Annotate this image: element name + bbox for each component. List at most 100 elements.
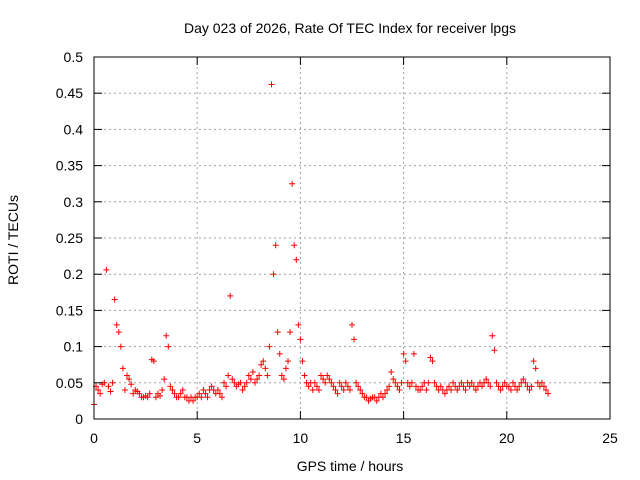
x-tick-label: 10 [293, 430, 309, 446]
data-point [231, 379, 238, 386]
data-point [126, 376, 133, 383]
data-point [264, 372, 271, 379]
y-tick-label: 0.15 [56, 302, 83, 318]
data-point [396, 387, 403, 394]
data-point [441, 390, 448, 397]
data-point [468, 379, 475, 386]
data-point [417, 387, 424, 394]
data-point [262, 365, 269, 372]
data-point [489, 332, 496, 339]
y-tick-label: 0 [75, 411, 83, 427]
data-point [526, 387, 533, 394]
data-point [318, 372, 325, 379]
data-point [394, 383, 401, 390]
data-point [301, 372, 308, 379]
data-point [431, 379, 438, 386]
x-axis-label: GPS time / hours [297, 458, 404, 474]
data-point [437, 383, 444, 390]
data-point [338, 383, 345, 390]
data-point [528, 383, 535, 390]
data-point [460, 383, 467, 390]
data-point [107, 388, 114, 395]
data-point [349, 321, 355, 328]
y-tick-label: 0.25 [56, 230, 83, 246]
data-point [305, 383, 312, 390]
data-point [538, 379, 545, 386]
data-point [245, 372, 252, 379]
x-tick-label: 15 [396, 430, 412, 446]
data-point [479, 383, 486, 390]
data-point [198, 394, 205, 401]
data-point [398, 379, 405, 386]
data-point [357, 387, 364, 394]
data-point [507, 387, 514, 394]
x-tick-label: 0 [90, 430, 98, 446]
data-point [179, 387, 186, 394]
data-point [450, 379, 457, 386]
data-point [330, 383, 337, 390]
data-point [295, 321, 302, 328]
data-point [280, 376, 287, 383]
data-point [249, 368, 256, 375]
data-point [136, 390, 143, 397]
y-tick-label: 0.3 [64, 194, 84, 210]
data-point [363, 394, 370, 401]
data-point [161, 376, 168, 383]
data-point [351, 336, 358, 343]
data-point [520, 376, 527, 383]
data-point [382, 390, 389, 397]
data-point [472, 387, 479, 394]
data-point [200, 387, 207, 394]
data-point [103, 266, 110, 273]
data-point [190, 397, 197, 404]
data-point [278, 372, 285, 379]
data-point [237, 379, 244, 386]
data-point [408, 379, 415, 386]
data-point [150, 358, 157, 365]
data-point [221, 379, 228, 386]
data-point [373, 397, 380, 404]
data-point [509, 379, 516, 386]
data-point [483, 376, 490, 383]
data-point [274, 329, 281, 336]
data-point [95, 387, 102, 394]
data-point [297, 336, 304, 343]
data-point [530, 358, 537, 365]
axis-ticks: 0 0.05 0.1 0.15 0.2 0.25 0.3 0.35 0.4 0.45 0.5 0 5 10… [56, 49, 618, 446]
data-point [311, 379, 318, 386]
data-point [344, 383, 351, 390]
data-point [105, 383, 112, 390]
data-point [165, 343, 172, 350]
data-point [446, 383, 453, 390]
data-point [196, 390, 203, 397]
data-point [309, 387, 316, 394]
data-point [289, 180, 296, 187]
data-point [458, 379, 465, 386]
data-point [293, 256, 300, 263]
data-point [429, 358, 436, 365]
data-point [260, 358, 267, 365]
data-point [487, 383, 494, 390]
data-point [163, 332, 170, 339]
data-point [113, 321, 120, 328]
data-point [402, 358, 409, 365]
data-point [109, 379, 116, 386]
data-point [516, 383, 523, 390]
x-tick-label: 20 [499, 430, 515, 446]
data-point [340, 387, 347, 394]
data-point [505, 383, 512, 390]
data-point [427, 354, 434, 361]
data-point [342, 379, 349, 386]
y-tick-label: 0.05 [56, 375, 83, 391]
data-point [545, 390, 552, 397]
data-point [117, 343, 124, 350]
data-point [419, 383, 426, 390]
grid-lines [94, 57, 610, 419]
data-point [522, 379, 529, 386]
data-point [320, 376, 327, 383]
data-point [322, 379, 329, 386]
data-point [157, 392, 164, 399]
data-point [425, 379, 432, 386]
y-tick-label: 0.35 [56, 158, 83, 174]
